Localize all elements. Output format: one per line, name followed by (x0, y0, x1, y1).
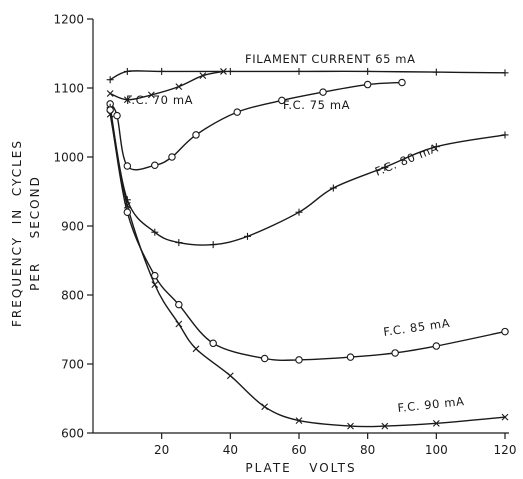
data-point (151, 271, 159, 280)
data-point (363, 80, 372, 89)
data-point (209, 241, 217, 249)
data-point (106, 110, 114, 118)
data-point (501, 413, 509, 421)
data-point (123, 208, 132, 216)
data-point (233, 108, 241, 116)
tick-labels: 600 700 800 900 1000 1100 1200 20 40 60 80 100 120 (53, 13, 516, 458)
x-axis-title: PLATE VOLTS (245, 461, 356, 475)
series-line-1 (109, 70, 224, 101)
data-point (432, 342, 441, 350)
data-point (158, 67, 166, 75)
data-point (432, 143, 440, 151)
data-point (175, 239, 183, 247)
y-tick-label: 900 (61, 220, 84, 234)
data-point (432, 68, 440, 76)
series-label-0: FILAMENT CURRENT 65 mA (245, 52, 416, 66)
data-point (151, 228, 159, 236)
data-point (175, 83, 183, 91)
data-point (398, 78, 406, 87)
data-point (346, 353, 355, 361)
data-point (106, 90, 114, 97)
data-point (381, 422, 389, 430)
data-point (278, 96, 286, 105)
data-point (199, 72, 207, 79)
data-point (295, 356, 303, 364)
data-point (226, 67, 234, 75)
data-point (295, 208, 303, 216)
data-point (192, 131, 200, 139)
data-point (151, 161, 159, 170)
data-point (106, 76, 114, 84)
x-tick-label: 20 (154, 443, 169, 457)
x-tick-label: 60 (291, 443, 306, 457)
x-tick-label: 40 (223, 443, 238, 457)
y-tick-label: 1000 (53, 151, 84, 165)
data-point (209, 339, 217, 348)
data-point (347, 422, 354, 430)
data-point (168, 153, 176, 161)
data-point (113, 111, 121, 120)
data-point (381, 163, 389, 171)
series-line-3 (109, 107, 506, 246)
data-point (432, 419, 440, 427)
y-tick-label: 600 (61, 427, 84, 441)
data-point (319, 88, 327, 96)
series-label-5: F.C. 90 mA (397, 394, 465, 415)
data-point (391, 349, 399, 357)
series-line-0 (109, 70, 506, 81)
data-point (123, 67, 131, 75)
data-point (147, 91, 155, 99)
data-point (123, 201, 131, 209)
data-point (123, 96, 131, 104)
data-point (261, 403, 269, 411)
data-point (106, 106, 114, 114)
data-point (295, 417, 303, 424)
y-tick-label: 700 (61, 358, 84, 372)
data-point (175, 320, 183, 328)
axes (92, 19, 509, 434)
series-label-1: F.C. 70 mA (126, 93, 193, 107)
data-point (260, 354, 269, 363)
x-tick-label: 100 (425, 443, 448, 457)
data-point (123, 196, 131, 204)
data-point (175, 300, 183, 309)
data-point (364, 67, 372, 75)
markers (106, 67, 509, 430)
data-point (220, 68, 227, 75)
y-axis-title-line1: FREQUENCY IN CYCLES (10, 139, 24, 327)
x-tick-label: 80 (360, 443, 375, 457)
data-point (244, 232, 251, 240)
curves (109, 70, 506, 428)
series-line-5 (109, 114, 506, 428)
series-label-4: F.C. 85 mA (382, 316, 450, 339)
data-point (501, 131, 509, 139)
data-point (329, 184, 337, 192)
data-point (151, 281, 159, 289)
data-point (501, 327, 509, 336)
y-tick-label: 1100 (53, 82, 84, 96)
data-point (295, 67, 303, 75)
data-point (123, 162, 132, 170)
y-axis-title-line2: PER SECOND (28, 175, 42, 291)
x-tick-label: 120 (494, 443, 517, 457)
data-point (226, 372, 234, 380)
y-tick-label: 1200 (53, 13, 84, 27)
y-tick-label: 800 (61, 289, 84, 303)
data-point (192, 345, 200, 353)
series-label-2: F.C. 75 mA (283, 98, 350, 112)
data-point (501, 69, 509, 77)
series-label-3: F.C. 80 mA (373, 141, 440, 179)
